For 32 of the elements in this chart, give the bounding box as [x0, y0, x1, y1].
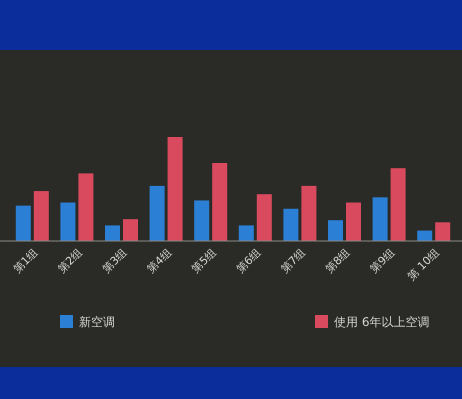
bar	[150, 186, 165, 241]
x-tick-label: 第1组	[10, 246, 40, 276]
bar	[256, 194, 272, 241]
x-tick-label: 第5组	[189, 246, 219, 276]
bar	[194, 200, 210, 241]
bar	[346, 202, 361, 241]
bar	[283, 208, 298, 241]
bar	[105, 225, 120, 241]
x-tick-label: 第4组	[144, 246, 174, 276]
bar	[34, 191, 49, 241]
legend-label: 新空调	[79, 315, 115, 329]
x-tick-label: 第8组	[322, 246, 353, 276]
x-tick-label: 第3组	[100, 246, 130, 276]
legend-label: 使用 6年以上空调	[334, 315, 430, 329]
bar	[212, 163, 228, 241]
bar	[301, 186, 316, 241]
bar	[417, 230, 432, 241]
bar	[238, 225, 254, 241]
x-tick-label: 第2组	[55, 246, 86, 276]
bar	[390, 168, 406, 241]
bar	[168, 137, 183, 241]
bar	[16, 206, 31, 241]
bar	[60, 202, 76, 241]
x-tick-label: 第6组	[234, 246, 264, 276]
bar	[372, 197, 388, 241]
bar	[123, 219, 138, 241]
x-tick-label: 第7组	[278, 246, 308, 276]
x-tick-label: 第 10组	[404, 246, 442, 284]
bar	[328, 220, 343, 241]
bar	[435, 222, 450, 241]
bar	[78, 173, 94, 241]
x-tick-label: 第9组	[368, 246, 398, 276]
